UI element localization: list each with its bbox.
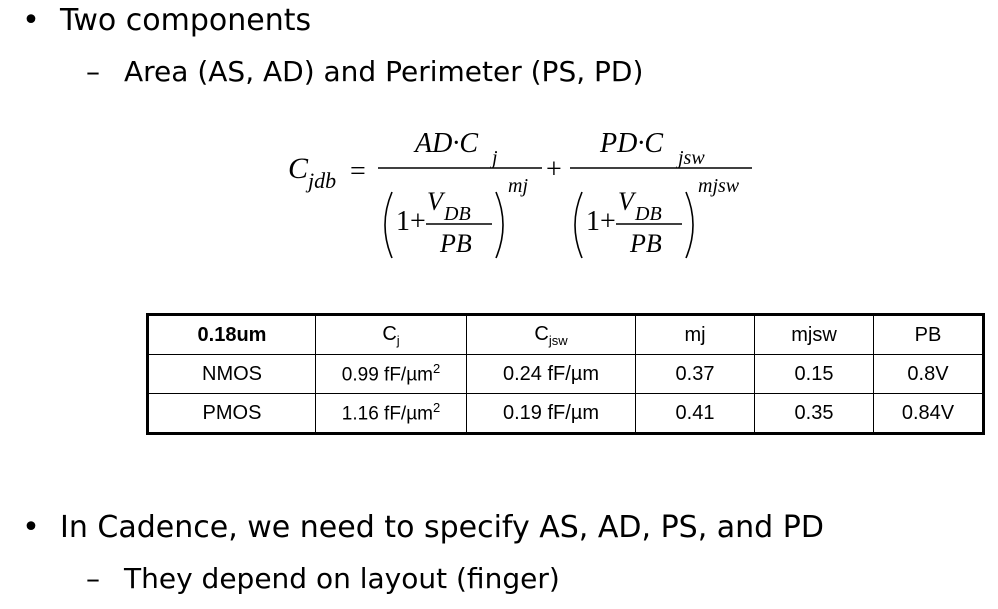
formula-plus: + (546, 154, 562, 185)
cell-cj: 1.16 fF/µm2 (315, 393, 467, 434)
term1-numerator: AD·C (413, 128, 478, 159)
term2-pb: PB (629, 229, 662, 258)
term2-v-sub: DB (634, 203, 662, 225)
term2-left-paren (574, 191, 583, 259)
cell-cjsw: 0.19 fF/µm (466, 393, 636, 434)
header-pb: PB (873, 314, 984, 355)
term1-one-plus: 1+ (396, 206, 426, 237)
header-cjsw: Cjsw (466, 314, 636, 355)
term2-exponent: mjsw (698, 175, 740, 197)
term2-one-plus: 1+ (586, 206, 616, 237)
bullet-dot: • (22, 510, 40, 545)
cell-pb: 0.8V (873, 354, 984, 394)
header-mj: mj (635, 314, 755, 355)
term1-v: V (427, 187, 446, 216)
term2-numerator: PD·C (599, 128, 663, 159)
row-name: PMOS (147, 393, 316, 434)
header-cj: Cj (315, 314, 467, 355)
header-mjsw: mjsw (754, 314, 874, 355)
sub-bullet-text: Area (AS, AD) and Perimeter (PS, PD) (124, 55, 644, 88)
cell-cj: 0.99 fF/µm2 (315, 354, 467, 394)
table-row: PMOS 1.16 fF/µm2 0.19 fF/µm 0.41 0.35 0.… (147, 393, 984, 434)
header-process: 0.18um (147, 314, 316, 355)
term2-numerator-sub: jsw (675, 147, 705, 169)
cell-mjsw: 0.15 (754, 354, 874, 394)
term1-pb: PB (439, 229, 472, 258)
term2-right-paren (685, 191, 694, 259)
sub-bullet-dash: – (86, 55, 100, 88)
term1-exponent: mj (508, 175, 528, 197)
cell-mj: 0.41 (635, 393, 755, 434)
cell-pb: 0.84V (873, 393, 984, 434)
term1-numerator-sub: j (489, 147, 498, 169)
cell-mj: 0.37 (635, 354, 755, 394)
cell-cjsw: 0.24 fF/µm (466, 354, 636, 394)
bullet-dot: • (22, 3, 40, 38)
term2-v: V (618, 187, 637, 216)
term1-v-sub: DB (443, 203, 471, 225)
bullet-text: In Cadence, we need to specify AS, AD, P… (60, 510, 824, 545)
junction-parameter-table: 0.18um Cj Cjsw mj mjsw PB NMOS 0.99 fF/µ… (146, 313, 985, 435)
formula-lhs-sub: jdb (305, 168, 336, 193)
sub-bullet-text: They depend on layout (finger) (124, 562, 560, 595)
table-row: NMOS 0.99 fF/µm2 0.24 fF/µm 0.37 0.15 0.… (147, 354, 984, 394)
junction-capacitance-formula: C jdb = AD·C j 1+ V DB PB mj + PD·C jsw … (288, 128, 752, 259)
term1-left-paren (384, 191, 393, 259)
sub-bullet-dash: – (86, 562, 100, 595)
formula-lhs-c: C (288, 152, 309, 185)
row-name: NMOS (147, 354, 316, 394)
term1-right-paren (495, 191, 504, 259)
formula-equals: = (350, 156, 366, 187)
cell-mjsw: 0.35 (754, 393, 874, 434)
bullet-text: Two components (60, 3, 312, 38)
table-header-row: 0.18um Cj Cjsw mj mjsw PB (147, 314, 984, 355)
